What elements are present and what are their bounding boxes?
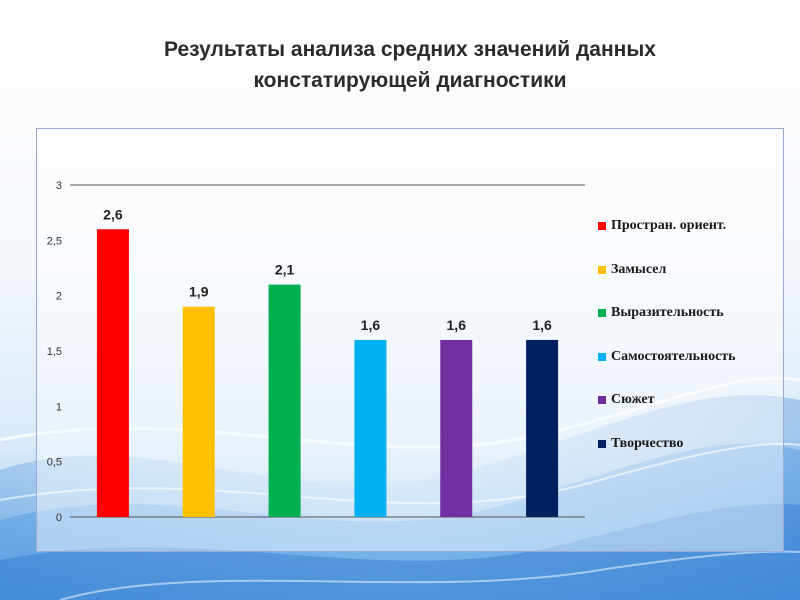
y-tick-label: 0 <box>56 512 62 524</box>
legend-label: Сюжет <box>611 392 655 407</box>
y-tick-label: 3 <box>56 180 62 192</box>
bar <box>182 306 215 517</box>
y-tick-label: 2 <box>56 291 62 303</box>
y-tick-label: 2,5 <box>47 235 62 247</box>
data-label: 1,6 <box>361 317 381 333</box>
bar <box>354 339 387 517</box>
legend-swatch <box>598 309 606 317</box>
data-label: 1,9 <box>189 284 209 300</box>
data-label: 1,6 <box>447 317 467 333</box>
bar <box>96 229 129 517</box>
legend-item: Сюжет <box>598 392 655 408</box>
page-title: Результаты анализа средних значений данн… <box>0 34 800 96</box>
legend-swatch <box>598 222 606 230</box>
y-tick-label: 1,5 <box>47 346 62 358</box>
legend-label: Творчество <box>611 435 684 451</box>
legend-label: Самостоятельность <box>611 348 736 364</box>
bar <box>440 339 473 517</box>
legend-item: Творчество <box>598 436 683 452</box>
data-label: 1,6 <box>532 317 552 333</box>
legend-item: Самостоятельность <box>598 349 736 365</box>
legend-swatch <box>598 439 606 448</box>
legend-label: Замысел <box>611 261 667 277</box>
data-label: 2,1 <box>275 262 295 278</box>
legend-item: Замысел <box>598 262 666 278</box>
bar <box>268 284 301 517</box>
legend-label: Выразительность <box>611 305 724 320</box>
chart-frame <box>36 128 784 552</box>
legend-swatch <box>598 396 606 404</box>
page-title-line-2: констатирующей диагностики <box>253 69 567 92</box>
legend-label: Простран. ориент. <box>611 218 727 233</box>
page-title-line-1: Результаты анализа средних значений данн… <box>164 38 656 61</box>
bar <box>526 339 559 517</box>
legend-swatch <box>598 265 606 274</box>
data-label: 2,6 <box>103 206 123 222</box>
legend-item: Выразительность <box>598 305 724 321</box>
legend-item: Простран. ориент. <box>598 218 726 234</box>
y-tick-label: 1 <box>56 401 62 413</box>
y-tick-label: 0,5 <box>47 457 62 469</box>
legend-swatch <box>598 352 606 361</box>
